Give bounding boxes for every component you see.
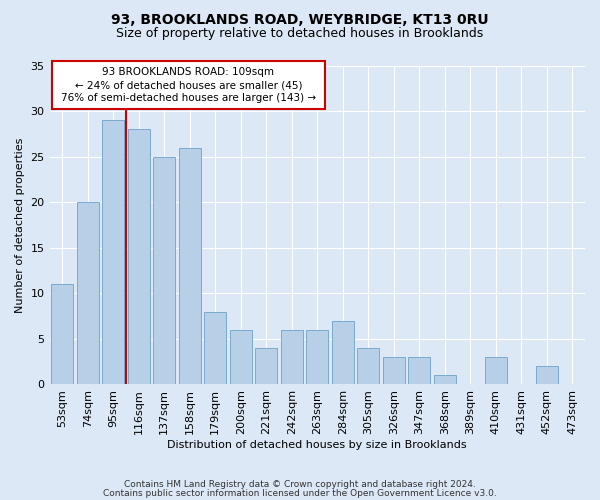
Text: ← 24% of detached houses are smaller (45): ← 24% of detached houses are smaller (45… (74, 80, 302, 90)
Bar (409, 357, 430, 384)
Text: 76% of semi-detached houses are larger (143) →: 76% of semi-detached houses are larger (… (61, 93, 316, 103)
Bar (383, 357, 404, 384)
Bar (52, 284, 73, 384)
Bar (77, 202, 98, 384)
Bar (128, 130, 149, 384)
Bar (103, 120, 124, 384)
FancyBboxPatch shape (52, 61, 325, 109)
Text: Contains HM Land Registry data © Crown copyright and database right 2024.: Contains HM Land Registry data © Crown c… (124, 480, 476, 489)
Bar (485, 357, 506, 384)
Text: Size of property relative to detached houses in Brooklands: Size of property relative to detached ho… (116, 28, 484, 40)
Bar (205, 312, 226, 384)
Bar (179, 148, 200, 384)
Text: 93, BROOKLANDS ROAD, WEYBRIDGE, KT13 0RU: 93, BROOKLANDS ROAD, WEYBRIDGE, KT13 0RU (111, 12, 489, 26)
Bar (154, 156, 175, 384)
Bar (307, 330, 328, 384)
Bar (332, 320, 353, 384)
Bar (536, 366, 557, 384)
Bar (256, 348, 277, 385)
Y-axis label: Number of detached properties: Number of detached properties (15, 138, 25, 312)
Bar (230, 330, 251, 384)
Text: Contains public sector information licensed under the Open Government Licence v3: Contains public sector information licen… (103, 490, 497, 498)
Bar (434, 376, 455, 384)
Bar (281, 330, 302, 384)
Bar (358, 348, 379, 385)
Text: 93 BROOKLANDS ROAD: 109sqm: 93 BROOKLANDS ROAD: 109sqm (102, 68, 274, 78)
X-axis label: Distribution of detached houses by size in Brooklands: Distribution of detached houses by size … (167, 440, 467, 450)
